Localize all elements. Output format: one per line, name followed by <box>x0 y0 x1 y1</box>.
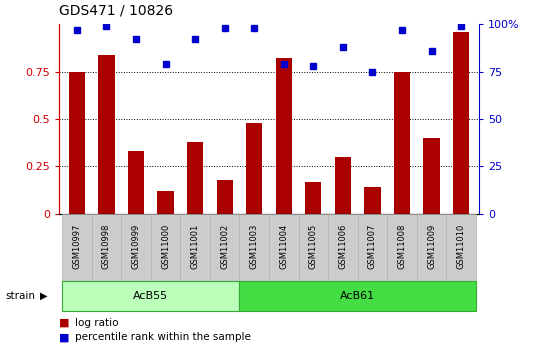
Bar <box>423 138 440 214</box>
Bar <box>151 214 180 281</box>
Text: GSM11005: GSM11005 <box>309 224 318 269</box>
Bar <box>180 214 210 281</box>
Text: GSM11003: GSM11003 <box>250 224 259 269</box>
Text: GSM11007: GSM11007 <box>368 224 377 269</box>
Bar <box>158 191 174 214</box>
Bar <box>335 157 351 214</box>
Text: AcB55: AcB55 <box>133 291 168 301</box>
Text: log ratio: log ratio <box>75 318 119 327</box>
Text: ■: ■ <box>59 333 70 342</box>
Text: strain: strain <box>5 291 36 301</box>
Bar <box>128 151 144 214</box>
Text: AcB61: AcB61 <box>340 291 375 301</box>
Text: GSM11006: GSM11006 <box>338 224 348 269</box>
Bar <box>358 214 387 281</box>
Bar <box>91 214 121 281</box>
Bar <box>328 214 358 281</box>
Bar <box>364 187 380 214</box>
Bar <box>299 214 328 281</box>
Bar <box>305 181 321 214</box>
Text: GSM11010: GSM11010 <box>457 224 465 269</box>
Bar <box>62 281 239 310</box>
Bar <box>210 214 239 281</box>
Bar <box>62 214 91 281</box>
Text: GDS471 / 10826: GDS471 / 10826 <box>59 3 173 17</box>
Text: GSM11002: GSM11002 <box>220 224 229 269</box>
Text: GSM11004: GSM11004 <box>279 224 288 269</box>
Bar <box>187 142 203 214</box>
Text: GSM11000: GSM11000 <box>161 224 170 269</box>
Bar <box>447 214 476 281</box>
Text: GSM10999: GSM10999 <box>131 224 140 269</box>
Text: GSM10998: GSM10998 <box>102 224 111 269</box>
Text: percentile rank within the sample: percentile rank within the sample <box>75 333 251 342</box>
Bar <box>239 281 476 310</box>
Bar <box>387 214 417 281</box>
Text: GSM11009: GSM11009 <box>427 224 436 269</box>
Text: GSM10997: GSM10997 <box>73 224 81 269</box>
Bar <box>275 58 292 214</box>
Text: GSM11001: GSM11001 <box>190 224 200 269</box>
Bar <box>239 214 269 281</box>
Bar <box>246 123 263 214</box>
Bar <box>417 214 447 281</box>
Text: ■: ■ <box>59 318 70 327</box>
Bar <box>394 71 410 214</box>
Bar <box>98 55 115 214</box>
Text: GSM11008: GSM11008 <box>398 224 407 269</box>
Text: ▶: ▶ <box>40 291 48 301</box>
Bar <box>216 180 233 214</box>
Bar <box>69 71 85 214</box>
Bar <box>121 214 151 281</box>
Bar <box>453 32 469 214</box>
Bar <box>269 214 299 281</box>
